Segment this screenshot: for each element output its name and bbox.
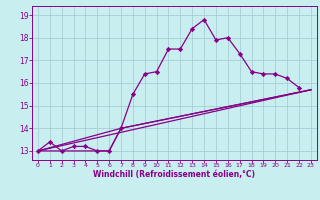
X-axis label: Windchill (Refroidissement éolien,°C): Windchill (Refroidissement éolien,°C): [93, 170, 255, 179]
